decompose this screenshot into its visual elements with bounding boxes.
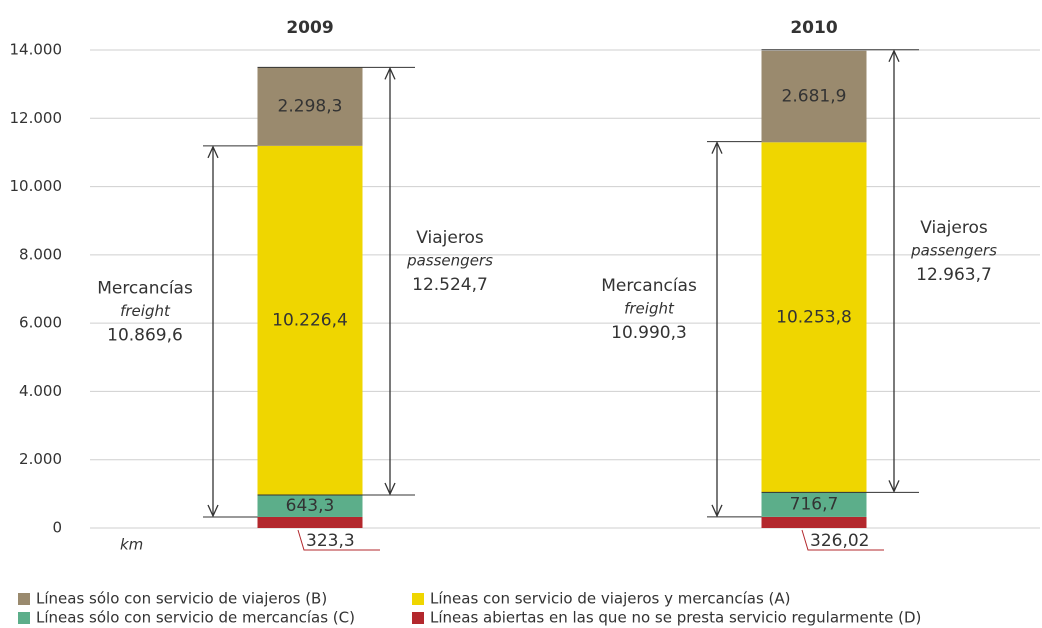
value-label: 326,02 (810, 531, 869, 551)
annotation-subtitle: passengers (910, 242, 997, 260)
legend-label: Líneas sólo con servicio de mercancías (… (36, 609, 355, 627)
annotation-title: Mercancías (97, 278, 193, 298)
y-axis-label: km (120, 536, 143, 554)
y-tick-label: 10.000 (10, 177, 63, 195)
y-tick-label: 12.000 (10, 109, 63, 127)
annotation-value: 12.963,7 (916, 265, 992, 285)
bar-segment (257, 494, 363, 517)
bar-segment (761, 50, 867, 143)
category-label: 2010 (790, 18, 837, 38)
bar-segment (257, 67, 363, 146)
legend-label: Líneas con servicio de viajeros y mercan… (430, 590, 791, 608)
legend-swatch (412, 612, 424, 624)
annotation-title: Viajeros (920, 218, 988, 238)
value-label: 10.226,4 (272, 310, 348, 330)
arrow-head (207, 145, 219, 159)
annotation-value: 12.524,7 (412, 275, 488, 295)
y-tick-label: 14.000 (10, 41, 63, 59)
bar-segment (257, 145, 363, 495)
y-tick-label: 4.000 (19, 382, 62, 400)
y-tick-label: 2.000 (19, 450, 62, 468)
annotation-value: 10.869,6 (107, 325, 183, 345)
bar-segment (257, 516, 363, 528)
annotation-subtitle: freight (624, 300, 675, 318)
legend-swatch (18, 612, 30, 624)
bar-segment (761, 516, 867, 528)
leader-line (801, 529, 884, 551)
arrow-head (384, 66, 396, 80)
category-label: 2009 (286, 18, 333, 38)
arrow-head (711, 504, 723, 518)
legend-label: Líneas abiertas en las que no se presta … (430, 609, 921, 627)
value-label: 323,3 (306, 531, 355, 551)
annotation-value: 10.990,3 (611, 323, 687, 343)
arrow-head (711, 141, 723, 154)
value-label: 643,3 (286, 496, 335, 516)
bar-segment (761, 492, 867, 517)
y-tick-label: 8.000 (19, 245, 62, 263)
leader-line (297, 529, 380, 551)
annotation-title: Mercancías (601, 276, 697, 296)
value-label: 2.681,9 (782, 87, 847, 107)
value-label: 10.253,8 (776, 307, 852, 327)
value-label: 716,7 (790, 495, 839, 515)
y-tick-label: 6.000 (19, 314, 62, 332)
legend-swatch (412, 593, 424, 605)
arrow-head (888, 49, 900, 63)
arrow-head (888, 480, 900, 493)
arrow-head (384, 482, 396, 496)
legend-label: Líneas sólo con servicio de viajeros (B) (36, 590, 327, 608)
arrow-head (207, 504, 219, 518)
annotation-title: Viajeros (416, 228, 484, 248)
bar-segment (761, 142, 867, 493)
annotation-subtitle: freight (120, 302, 171, 320)
value-label: 2.298,3 (278, 97, 343, 117)
annotation-subtitle: passengers (406, 252, 493, 270)
y-tick-label: 0 (52, 519, 62, 537)
legend-swatch (18, 593, 30, 605)
